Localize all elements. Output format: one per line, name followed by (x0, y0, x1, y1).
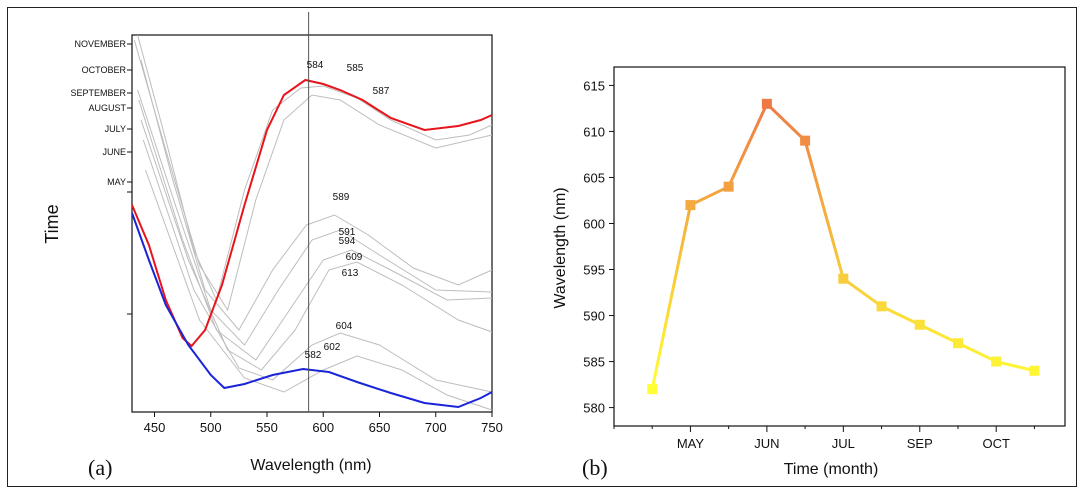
x-axis-title-a: Wavelength (nm) (250, 457, 371, 474)
panel-label-b: (b) (582, 455, 608, 480)
spectrum-curve (142, 139, 493, 393)
peak-label: 587 (373, 86, 390, 97)
month-tick-label: NOVEMBER (74, 39, 126, 49)
data-point (800, 135, 811, 146)
month-tick-label: JUNE (102, 147, 126, 157)
series-segment (650, 203, 692, 391)
peak-label: 585 (347, 63, 364, 74)
x-tick-label-b: MAY (677, 436, 705, 451)
x-tick-label-b: SEP (907, 436, 933, 451)
series-segment (688, 185, 731, 207)
panel-b: 580 585 590 595 600 605 610 615 MAY JUN JUL SEP OCT… (552, 66, 1066, 480)
y-tick-label-b: 600 (583, 216, 605, 231)
peak-label: 613 (342, 268, 359, 279)
spectrum-curve (140, 119, 493, 371)
spectrum-curve-earliest (131, 212, 493, 409)
month-tick-label: OCTOBER (82, 65, 127, 75)
series-segment (956, 341, 998, 364)
data-point (723, 181, 734, 192)
x-tick-label-b: JUL (832, 436, 855, 451)
y-axis-title-a: Time (42, 204, 62, 243)
x-tick-label-a: 550 (256, 420, 278, 435)
y-tick-label-b: 610 (583, 124, 605, 139)
x-tick-label-a: 750 (481, 420, 503, 435)
x-axis-ticks-a: 450 500 550 600 650 700 750 (144, 412, 503, 435)
peak-label: 589 (333, 192, 350, 203)
spectrum-curve (137, 89, 493, 346)
x-tick-label-a: 600 (312, 420, 334, 435)
x-axis-ticks-b: MAY JUN JUL SEP OCT (613, 426, 1035, 451)
outer-border (7, 7, 1077, 487)
peak-label: 582 (305, 350, 322, 361)
month-ticks: NOVEMBER OCTOBER SEPTEMBER AUGUST JULY JUNE MA… (70, 39, 132, 315)
x-tick-label-a: 650 (369, 420, 391, 435)
spectrum-curve (138, 99, 493, 361)
data-point (914, 319, 925, 330)
spectrum-curve (133, 39, 493, 312)
spectrum-curve-latest (131, 78, 493, 348)
peak-label: 609 (346, 252, 363, 263)
peak-label: 604 (336, 321, 353, 332)
series-points (647, 98, 1040, 395)
data-point (876, 301, 887, 312)
data-point (685, 200, 696, 211)
month-tick-label: JULY (105, 124, 126, 134)
panel-label-a: (a) (88, 455, 112, 480)
series-segment (841, 277, 884, 308)
series-line-segments (650, 102, 1036, 391)
data-point (647, 384, 658, 395)
x-tick-label-a: 450 (144, 420, 166, 435)
data-point (838, 273, 849, 284)
spectrum-curve (145, 169, 493, 411)
x-axis-title-b: Time (month) (784, 461, 879, 478)
month-tick-label: AUGUST (88, 103, 126, 113)
y-tick-label-b: 580 (583, 401, 605, 416)
peak-label: 584 (307, 60, 324, 71)
x-tick-label-a: 500 (200, 420, 222, 435)
plot-b-frame (613, 66, 1066, 427)
y-axis-title-b: Wavelength (nm) (552, 187, 569, 308)
peak-label: 591 (339, 227, 356, 238)
data-point (761, 98, 772, 109)
y-tick-label-b: 615 (583, 78, 605, 93)
x-tick-label-b: JUN (754, 436, 779, 451)
plot-a-frame (131, 34, 493, 413)
spectra-curves (131, 34, 493, 411)
panel-a: 450 500 550 600 650 700 750 NOVEMBER OCTOBER SEP… (42, 12, 503, 480)
y-axis-ticks-b: 580 585 590 595 600 605 610 615 (583, 78, 614, 416)
series-segment (918, 323, 960, 345)
y-tick-label-b: 595 (583, 263, 605, 278)
series-segment (765, 102, 807, 143)
month-tick-label: MAY (107, 177, 126, 187)
spectrum-curve (140, 59, 493, 331)
y-tick-label-b: 585 (583, 355, 605, 370)
x-tick-label-b: OCT (982, 436, 1010, 451)
series-segment (880, 304, 922, 327)
series-segment (727, 102, 769, 189)
y-tick-label-b: 605 (583, 170, 605, 185)
series-segment (803, 139, 845, 281)
peak-label: 594 (339, 236, 356, 247)
month-tick-label: SEPTEMBER (70, 88, 126, 98)
y-tick-label-b: 590 (583, 309, 605, 324)
peak-label: 602 (324, 342, 341, 353)
data-point (952, 338, 963, 349)
data-point (1029, 365, 1040, 376)
data-point (991, 356, 1002, 367)
spectrum-curve (137, 34, 493, 302)
x-tick-label-a: 700 (425, 420, 447, 435)
series-segment (994, 360, 1036, 373)
